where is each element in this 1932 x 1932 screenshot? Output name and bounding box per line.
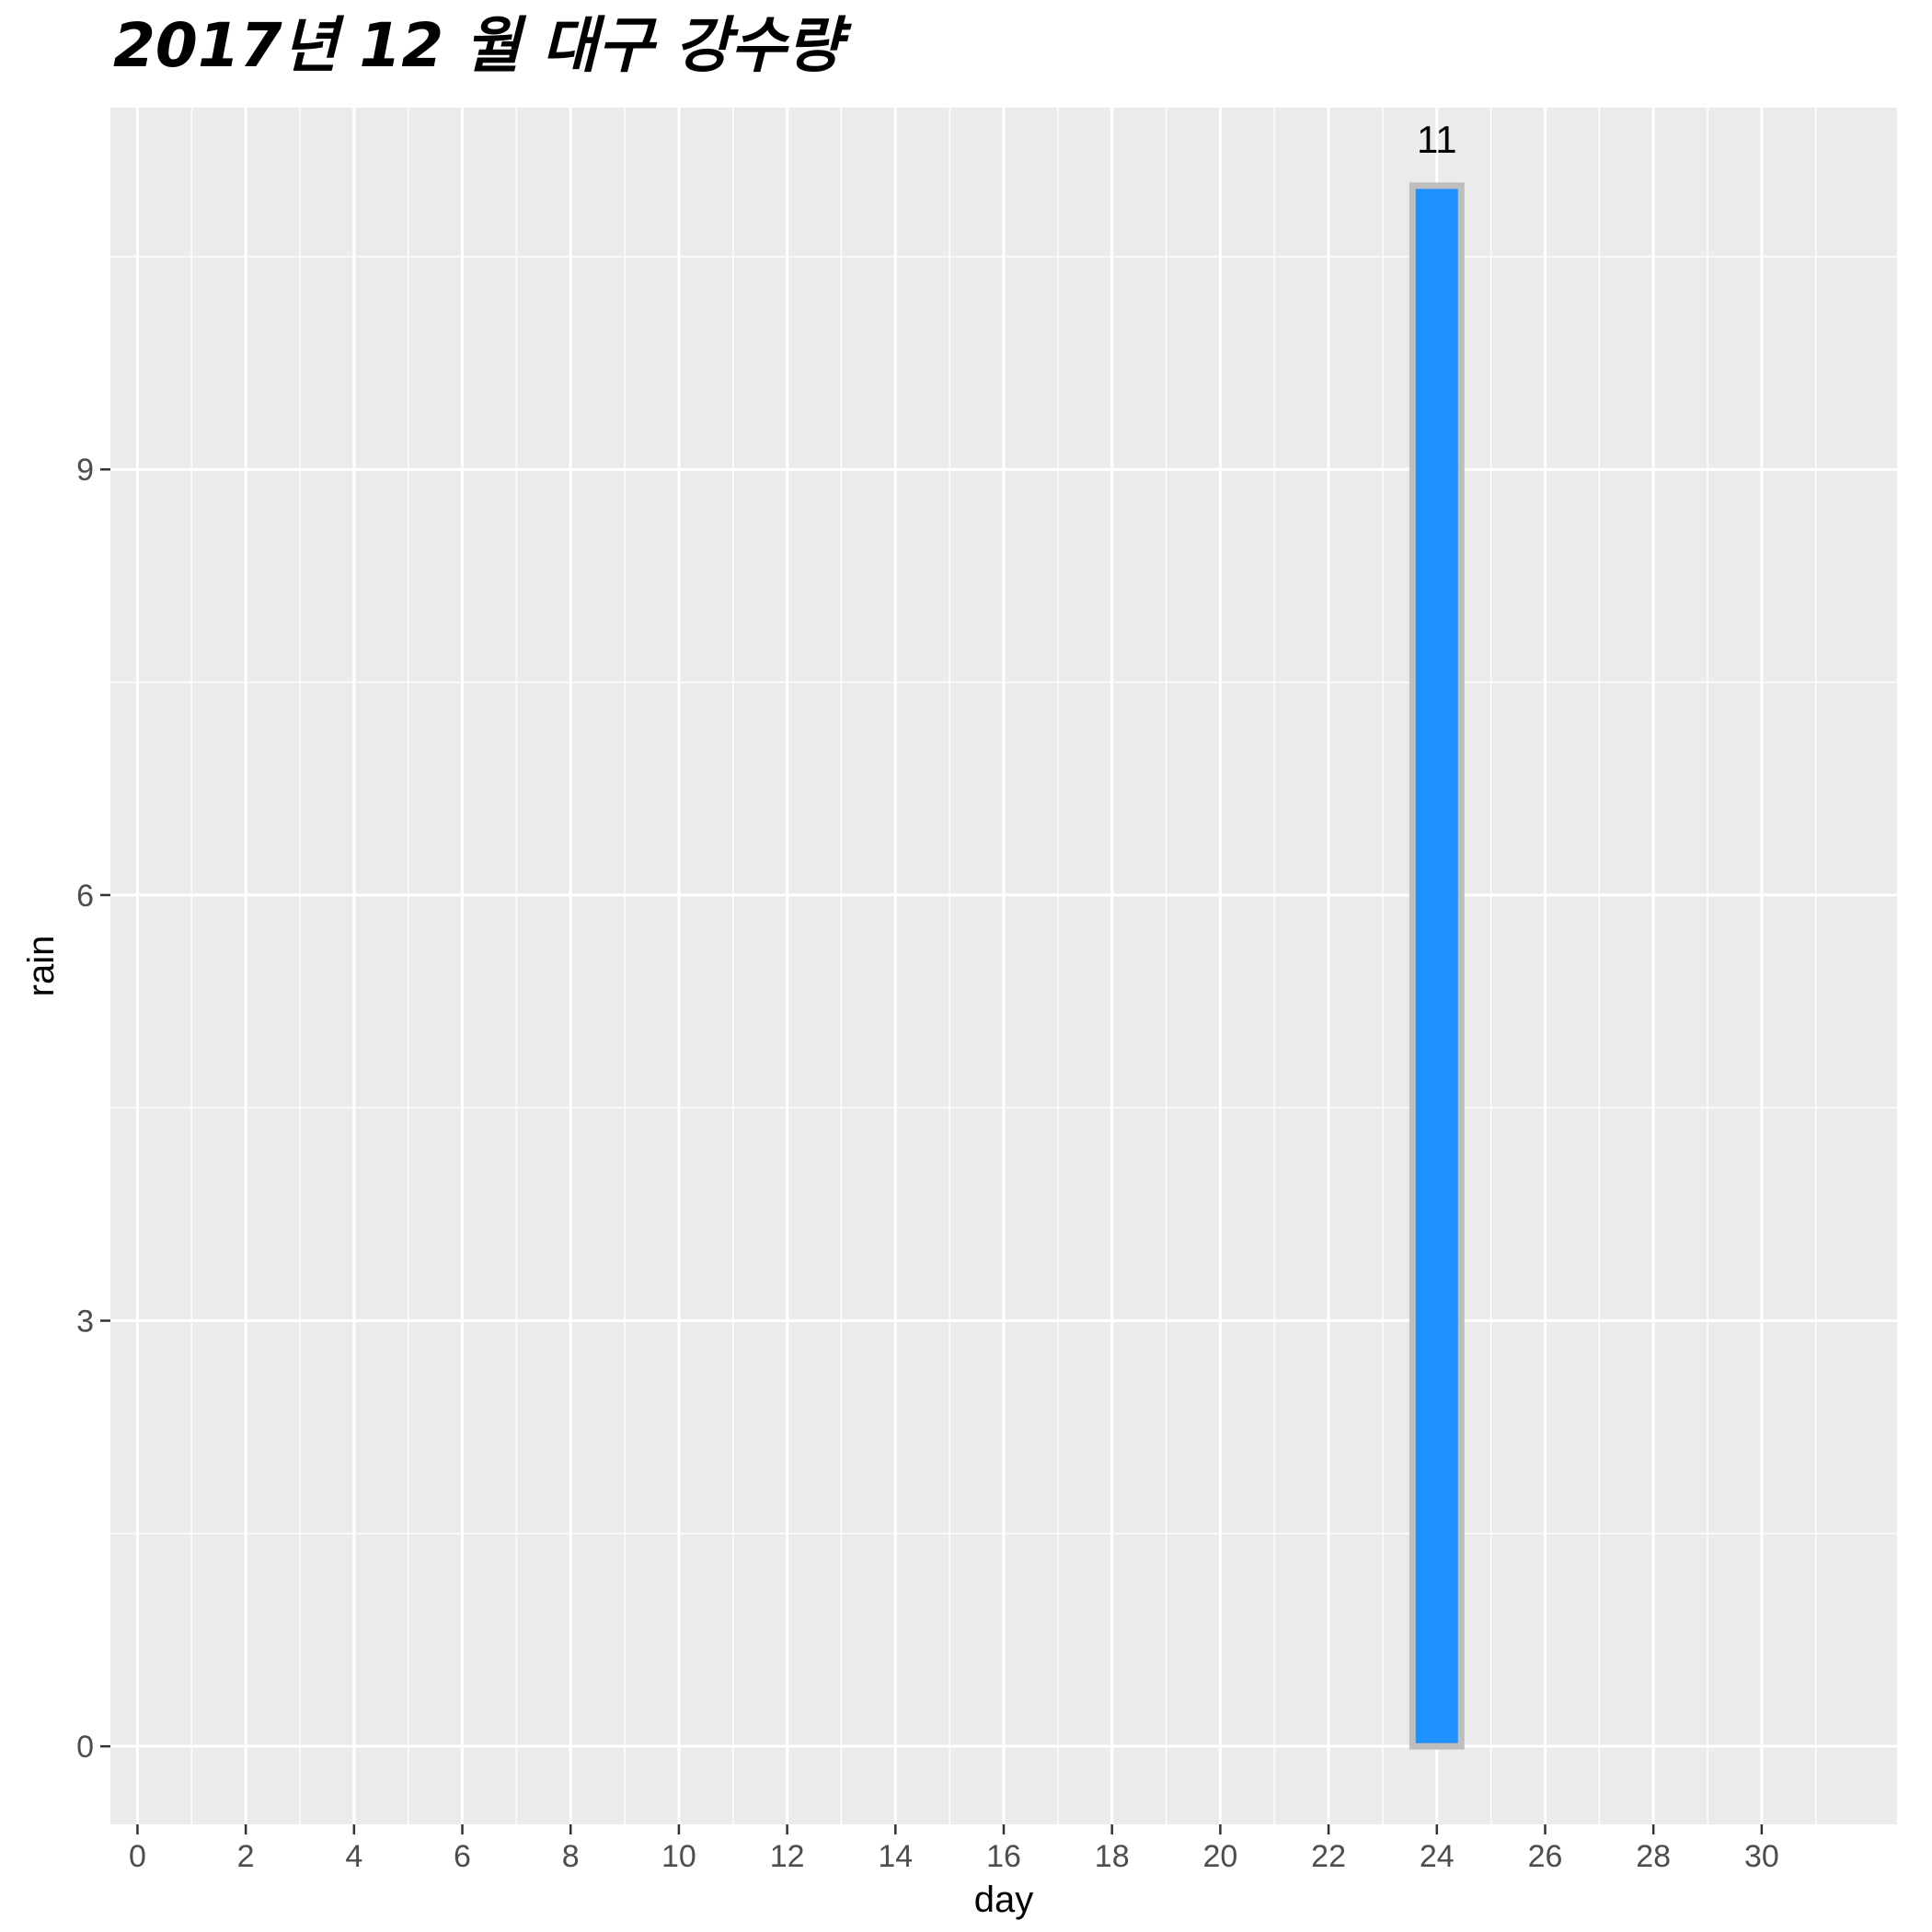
y-axis-title: rain bbox=[21, 936, 62, 997]
x-tick-label: 30 bbox=[1744, 1839, 1779, 1874]
data-labels: 11 bbox=[1417, 118, 1457, 161]
x-tick-label: 6 bbox=[454, 1839, 471, 1874]
x-tick-label: 28 bbox=[1636, 1839, 1671, 1874]
x-axis: 0 2 4 6 8 10 12 14 16 18 20 22 24 26 28 30 bbox=[129, 1824, 1779, 1874]
y-axis: 0 3 6 9 bbox=[76, 453, 110, 1765]
x-tick-label: 16 bbox=[986, 1839, 1021, 1874]
chart-title: 2017년 12 월 대구 강수량 bbox=[113, 10, 853, 81]
x-tick-label: 14 bbox=[878, 1839, 913, 1874]
y-tick-label: 3 bbox=[76, 1305, 94, 1340]
x-tick-label: 26 bbox=[1528, 1839, 1563, 1874]
x-tick-label: 24 bbox=[1420, 1839, 1455, 1874]
bar bbox=[1409, 182, 1465, 1750]
x-tick-label: 0 bbox=[129, 1839, 146, 1874]
major-gridlines bbox=[110, 108, 1897, 1824]
x-tick-label: 2 bbox=[237, 1839, 255, 1874]
y-tick-label: 0 bbox=[76, 1730, 94, 1765]
x-tick-label: 12 bbox=[770, 1839, 805, 1874]
x-tick-label: 10 bbox=[661, 1839, 696, 1874]
x-tick-label: 20 bbox=[1202, 1839, 1237, 1874]
y-tick-label: 6 bbox=[76, 879, 94, 914]
bars bbox=[1409, 182, 1465, 1750]
x-tick-label: 18 bbox=[1095, 1839, 1130, 1874]
x-tick-label: 4 bbox=[345, 1839, 362, 1874]
y-tick-label: 9 bbox=[76, 453, 94, 488]
x-tick-label: 22 bbox=[1311, 1839, 1346, 1874]
bar-value-label: 11 bbox=[1417, 118, 1457, 161]
x-axis-title: day bbox=[974, 1880, 1034, 1920]
x-tick-label: 8 bbox=[562, 1839, 580, 1874]
minor-gridlines bbox=[110, 108, 1897, 1824]
